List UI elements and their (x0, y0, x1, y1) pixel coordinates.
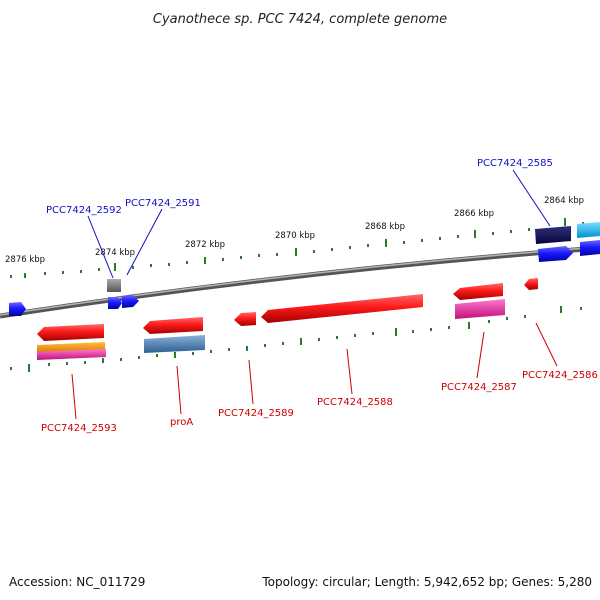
gene-label-pcc7424-2587: PCC7424_2587 (441, 382, 517, 393)
forward-callout-lines (87, 169, 551, 279)
gene-red-2588 (261, 294, 423, 323)
kbp-label-2874: 2874 kbp (95, 248, 135, 258)
gene-blue-right (538, 246, 573, 262)
kbp-label-2864: 2864 kbp (544, 196, 584, 206)
upper-tick-row (10, 218, 584, 278)
gene-blue-2591 (122, 295, 139, 308)
kbp-label-2870: 2870 kbp (275, 231, 315, 241)
gene-red-proa-upper (143, 317, 203, 334)
gene-red-2589 (234, 312, 256, 326)
gene-steel-proa (144, 335, 205, 353)
gene-gray-2592 (107, 279, 121, 292)
gene-navy-2585 (535, 226, 571, 244)
gene-label-pcc7424-2589: PCC7424_2589 (218, 408, 294, 419)
topology-text: Topology: circular; Length: 5,942,652 bp… (261, 575, 592, 589)
gene-blue-small-a (108, 297, 122, 309)
reverse-callout-lines (71, 322, 558, 420)
gene-red-2586 (524, 278, 538, 290)
gene-pink-2593 (37, 349, 106, 360)
map-title: Cyanothece sp. PCC 7424, complete genome (153, 12, 447, 27)
gene-forward-far-left (9, 302, 26, 316)
gene-pink-2587 (455, 299, 505, 319)
genome-backbone (0, 245, 600, 319)
gene-label-pcc7424-2585: PCC7424_2585 (477, 158, 553, 169)
gene-cyan-right (577, 222, 600, 238)
gene-label-proa: proA (170, 417, 193, 428)
gene-label-pcc7424-2588: PCC7424_2588 (317, 397, 393, 408)
gene-label-pcc7424-2593: PCC7424_2593 (41, 423, 117, 434)
gene-label-pcc7424-2586: PCC7424_2586 (522, 370, 598, 381)
kbp-label-2872: 2872 kbp (185, 240, 225, 250)
kbp-label-2876: 2876 kbp (5, 255, 45, 265)
gene-label-pcc7424-2591: PCC7424_2591 (125, 198, 201, 209)
lower-tick-row (10, 306, 582, 372)
gene-blue-far-right (580, 240, 600, 256)
genome-backbone-highlight (0, 246, 600, 316)
accession-text: Accession: NC_011729 (9, 575, 145, 589)
kbp-label-2866: 2866 kbp (454, 209, 494, 219)
gene-red-2593 (37, 324, 104, 341)
kbp-label-2868: 2868 kbp (365, 222, 405, 232)
gene-red-2587-upper (453, 283, 503, 300)
gene-label-pcc7424-2592: PCC7424_2592 (46, 205, 122, 216)
